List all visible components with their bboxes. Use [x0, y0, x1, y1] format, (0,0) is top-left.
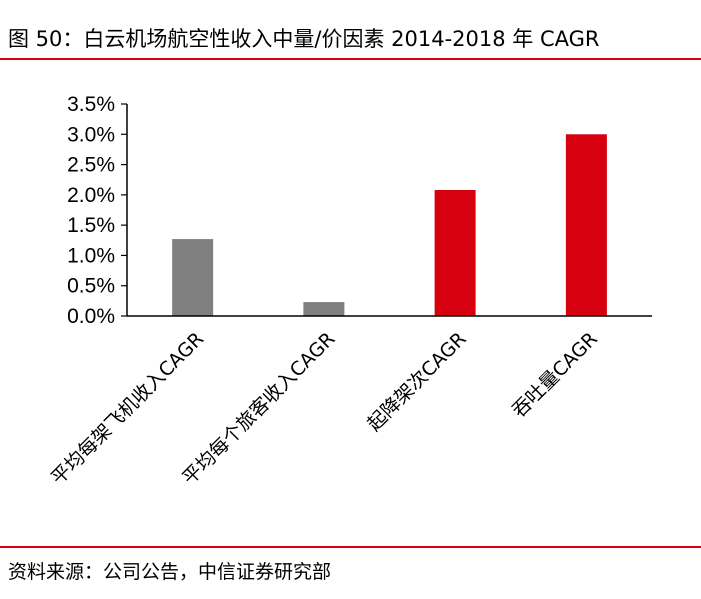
source-note: 资料来源：公司公告，中信证券研究部 — [8, 561, 332, 583]
bar — [303, 302, 345, 316]
y-tick-label: 0.0% — [67, 305, 115, 328]
x-category-label: 平均每架飞机收入CAGR — [47, 328, 208, 489]
bar — [565, 134, 607, 316]
y-tick-label: 0.5% — [67, 275, 115, 298]
y-tick-label: 3.0% — [67, 123, 115, 146]
y-tick-label: 1.0% — [67, 244, 115, 267]
figure-title: 图 50：白云机场航空性收入中量/价因素 2014-2018 年 CAGR — [8, 27, 600, 51]
y-tick-label: 1.5% — [67, 214, 115, 237]
bars — [172, 134, 607, 316]
x-category-label: 平均每个旅客收入CAGR — [178, 328, 339, 489]
bar — [434, 190, 476, 316]
x-category-label: 吞吐量CAGR — [508, 328, 602, 422]
title-divider — [0, 58, 701, 60]
y-tick-label: 2.0% — [67, 184, 115, 207]
y-tick-label: 2.5% — [67, 154, 115, 177]
source-divider — [0, 546, 701, 548]
y-axis: 0.0% 0.5% 1.0% 1.5% 2.0% 2.5% 3.0% 3.5% — [67, 93, 128, 328]
y-tick-label: 3.5% — [67, 93, 115, 116]
bar — [172, 239, 214, 316]
x-category-label: 起降架次CAGR — [363, 328, 470, 435]
